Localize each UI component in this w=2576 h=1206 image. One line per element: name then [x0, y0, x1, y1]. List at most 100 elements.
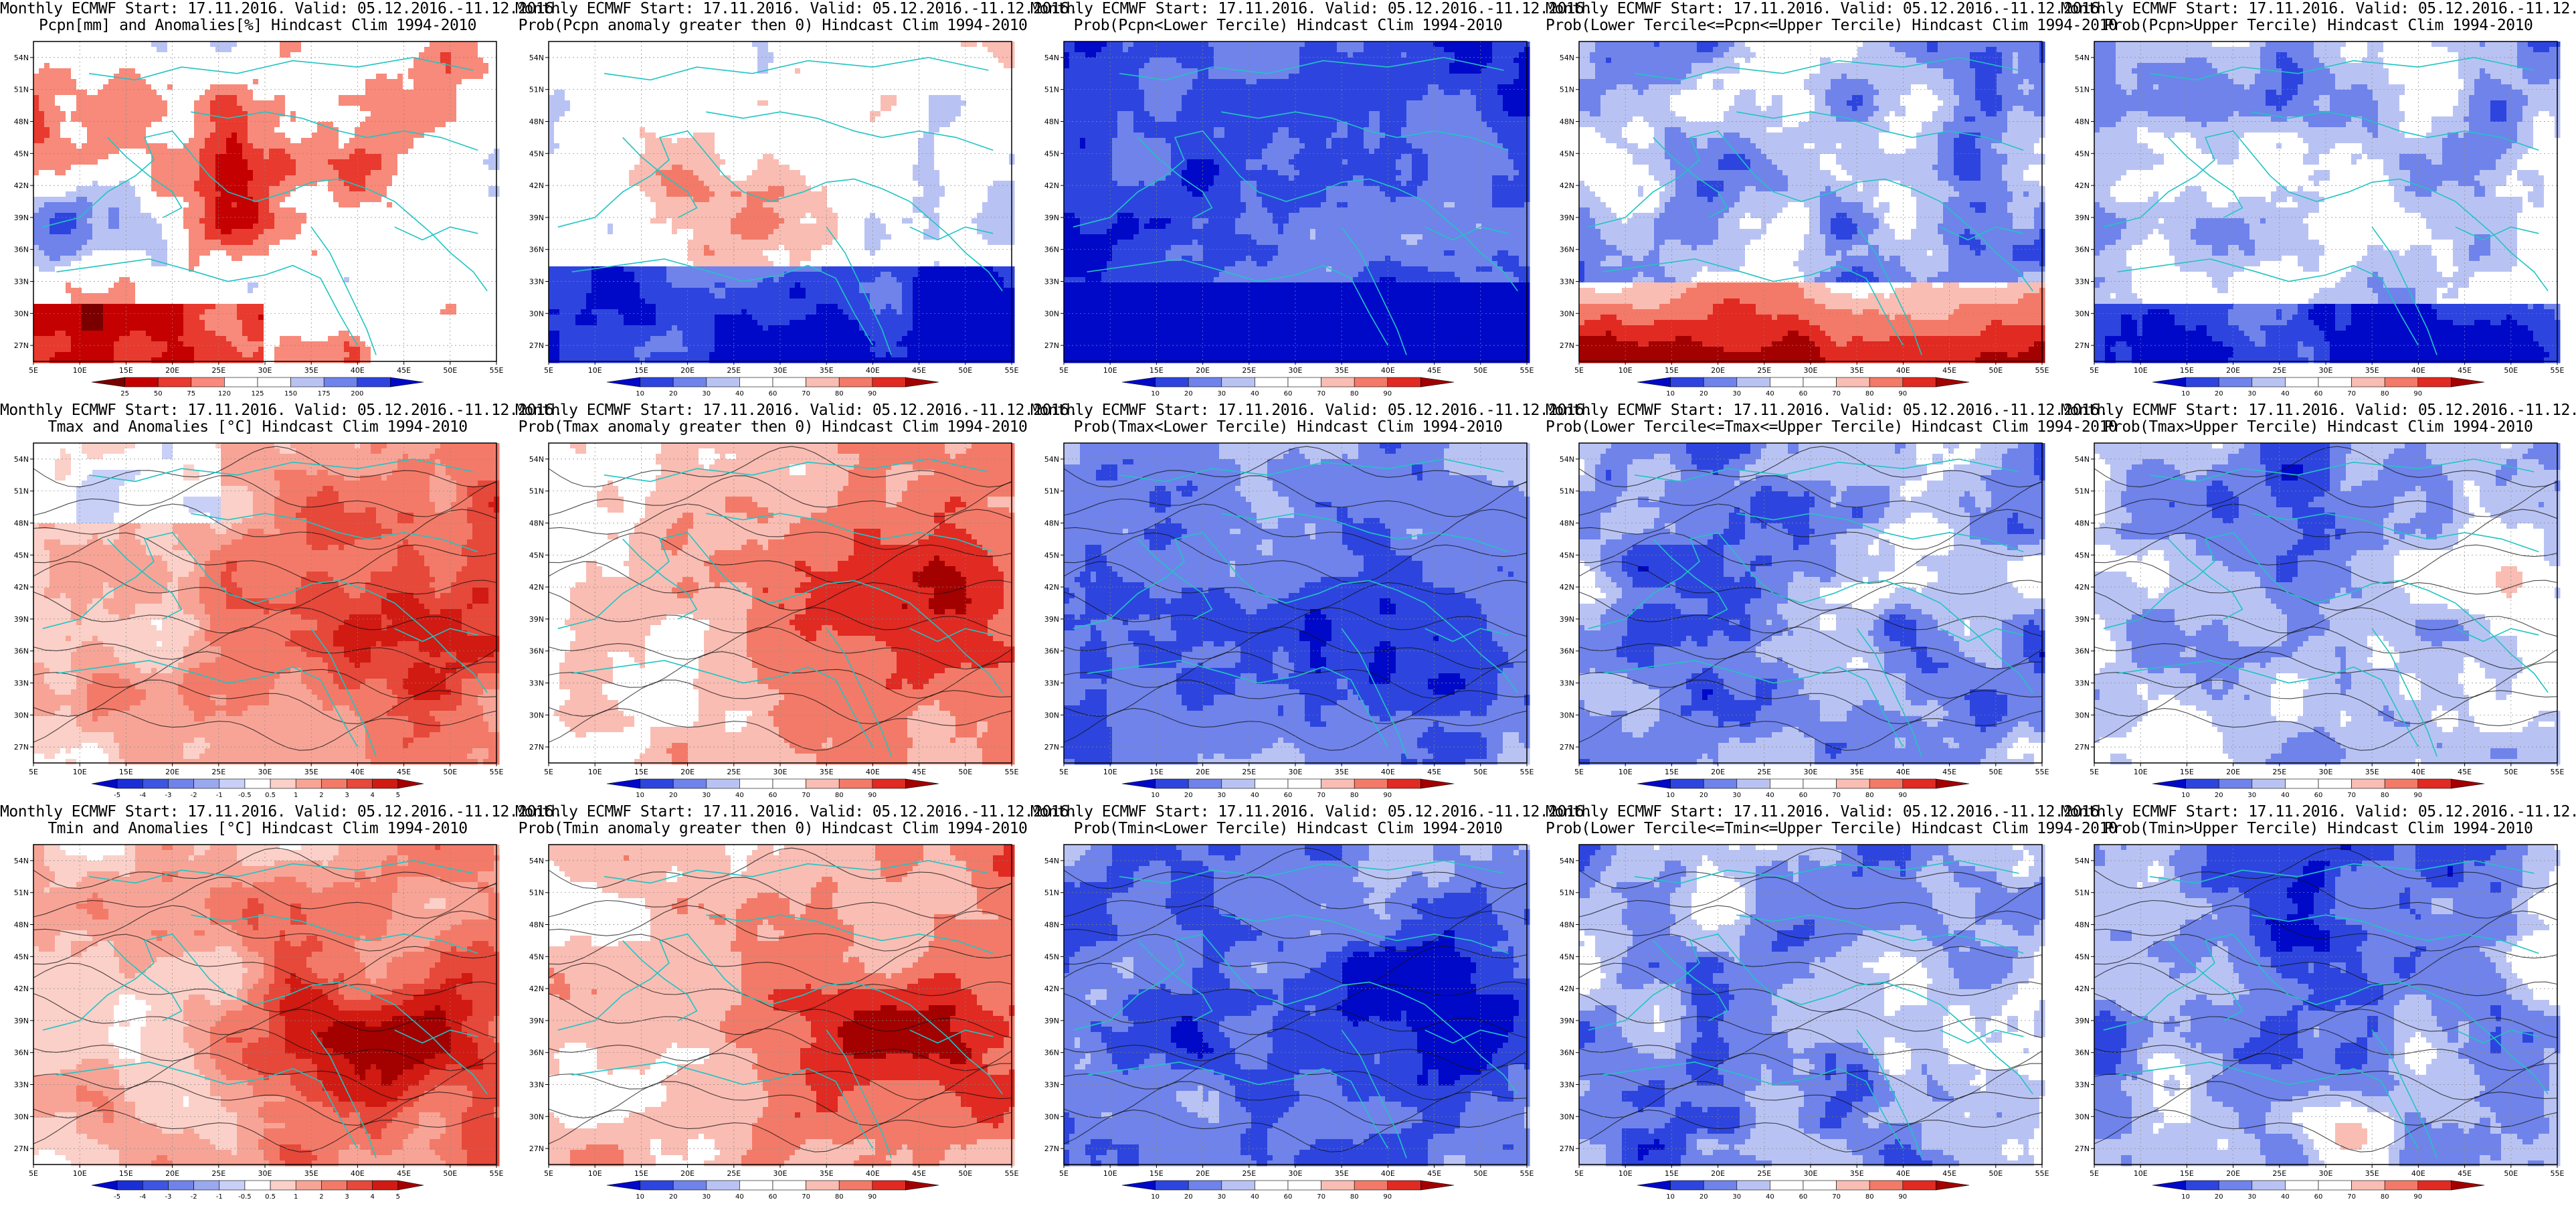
heatmap-cell [151, 95, 157, 101]
heatmap-cell [355, 325, 361, 331]
heatmap-cell [71, 202, 77, 208]
heatmap-cell [178, 304, 184, 310]
heatmap-cell [419, 122, 425, 128]
heatmap-cell [39, 47, 45, 53]
heatmap-cell [285, 315, 291, 321]
heatmap-cell [312, 90, 318, 96]
heatmap-cell [194, 58, 200, 64]
heatmap-cell [226, 277, 232, 283]
heatmap-cell [103, 304, 109, 310]
heatmap-cell [392, 277, 398, 283]
heatmap-cell [462, 154, 468, 160]
heatmap-cell [349, 218, 355, 224]
heatmap-cell [226, 47, 232, 53]
heatmap-cell [323, 229, 329, 235]
heatmap-cell [199, 74, 205, 80]
heatmap-cell [301, 74, 307, 80]
heatmap-cell [446, 133, 452, 139]
heatmap-cell [76, 47, 82, 53]
heatmap-cell [82, 74, 88, 80]
heatmap-cell [119, 277, 125, 283]
heatmap-cell [478, 63, 484, 69]
heatmap-cell [114, 159, 120, 165]
heatmap-cell [253, 234, 259, 240]
heatmap-cell [280, 240, 286, 246]
heatmap-cell [146, 277, 152, 283]
heatmap-cell [50, 229, 56, 235]
heatmap-cell [253, 266, 259, 272]
heatmap-cell [258, 90, 264, 96]
heatmap-cell [183, 341, 189, 347]
heatmap-cell [33, 207, 39, 213]
heatmap-cell [446, 154, 452, 160]
heatmap-cell [242, 100, 248, 106]
heatmap-cell [419, 159, 425, 165]
heatmap-cell [269, 207, 275, 213]
heatmap-cell [119, 293, 125, 299]
heatmap-cell [114, 304, 120, 310]
heatmap-cell [467, 95, 473, 101]
heatmap-cell [456, 331, 462, 337]
heatmap-cell [483, 191, 489, 197]
heatmap-cell [408, 245, 414, 251]
heatmap-cell [419, 341, 425, 347]
heatmap-cell [141, 272, 147, 278]
heatmap-cell [76, 197, 82, 203]
heatmap-cell [301, 165, 307, 171]
heatmap-cell [151, 224, 157, 230]
heatmap-cell [328, 74, 334, 80]
heatmap-cell [344, 229, 350, 235]
heatmap-cell [87, 197, 93, 203]
heatmap-cell [162, 122, 168, 128]
heatmap-cell [221, 234, 227, 240]
heatmap-cell [344, 240, 350, 246]
heatmap-cell [349, 106, 355, 112]
heatmap-cell [355, 261, 361, 267]
heatmap-cell [103, 309, 109, 315]
heatmap-cell [269, 159, 275, 165]
heatmap-cell [237, 320, 243, 326]
heatmap-cell [215, 95, 221, 101]
heatmap-cell [189, 133, 195, 139]
heatmap-cell [317, 138, 323, 144]
heatmap-cell [344, 266, 350, 272]
heatmap-cell [349, 165, 355, 171]
heatmap-cell [60, 122, 66, 128]
heatmap-cell [119, 202, 125, 208]
heatmap-cell [183, 331, 189, 337]
heatmap-cell [124, 315, 130, 321]
heatmap-cell [205, 331, 211, 337]
heatmap-cell [151, 138, 157, 144]
heatmap-cell [130, 277, 136, 283]
heatmap-cell [376, 315, 382, 321]
heatmap-cell [349, 79, 355, 85]
heatmap-cell [451, 100, 457, 106]
heatmap-cell [173, 100, 179, 106]
heatmap-cell [360, 47, 366, 53]
heatmap-cell [44, 79, 50, 85]
heatmap-cell [242, 138, 248, 144]
heatmap-cell [430, 63, 436, 69]
heatmap-cell [183, 68, 189, 74]
heatmap-cell [55, 84, 61, 90]
heatmap-cell [33, 95, 39, 101]
heatmap-cell [183, 309, 189, 315]
heatmap-cell [162, 293, 168, 299]
heatmap-cell [462, 170, 468, 176]
heatmap-cell [71, 122, 77, 128]
heatmap-cell [92, 165, 98, 171]
heatmap-cell [124, 325, 130, 331]
heatmap-cell [274, 304, 280, 310]
heatmap-cell [269, 122, 275, 128]
heatmap-cell [446, 245, 452, 251]
heatmap-cell [87, 282, 93, 288]
heatmap-cell [253, 181, 259, 187]
heatmap-cell [387, 63, 393, 69]
heatmap-cell [403, 133, 409, 139]
heatmap-cell [253, 250, 259, 256]
heatmap-cell [312, 325, 318, 331]
heatmap-cell [178, 79, 184, 85]
heatmap-cell [82, 52, 88, 58]
heatmap-cell [301, 234, 307, 240]
heatmap-cell [290, 170, 296, 176]
